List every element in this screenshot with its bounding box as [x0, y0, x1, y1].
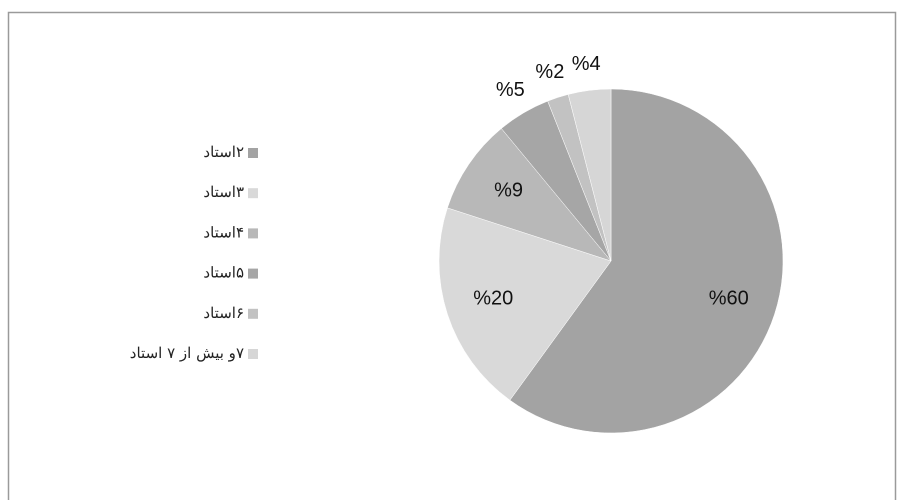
data-label: %2 — [535, 61, 564, 83]
legend-swatch — [248, 309, 258, 319]
data-label: %20 — [473, 288, 513, 310]
legend-label: ۴استاد — [203, 223, 244, 241]
data-label: %4 — [572, 53, 601, 75]
legend-swatch — [248, 228, 258, 238]
legend-swatch — [248, 269, 258, 279]
legend-label: ۳استاد — [203, 183, 244, 201]
legend-label: ۷و بیش از ۷ استاد — [130, 344, 244, 362]
legend-label: ۶استاد — [203, 304, 244, 322]
legend-label: ۲استاد — [203, 143, 244, 161]
legend-swatch — [248, 188, 258, 198]
data-label: %9 — [494, 180, 523, 202]
data-label: %60 — [709, 288, 749, 310]
legend-label: ۵استاد — [203, 264, 244, 282]
legend-swatch — [248, 148, 258, 158]
data-label: %5 — [496, 79, 525, 101]
legend-swatch — [248, 349, 258, 359]
chart: %60 %20 %9 %5 %2 %4 ۲استاد ۳استاد ۴استاد ۵استاد ۶… — [0, 0, 903, 500]
